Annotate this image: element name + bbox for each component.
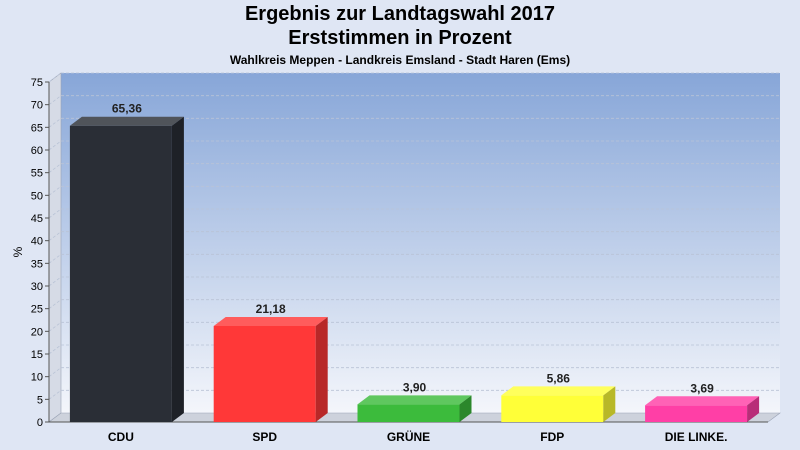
- value-label: 5,86: [547, 371, 571, 385]
- y-tick-label: 30: [31, 281, 43, 293]
- bar-cdu: [69, 116, 184, 423]
- x-tick-label: DIE LINKE.: [665, 430, 728, 444]
- gridline: [48, 163, 780, 173]
- y-tick-label: 10: [31, 372, 43, 384]
- gridline: [48, 253, 780, 264]
- value-label: 65,36: [112, 102, 142, 116]
- gridline: [48, 231, 780, 241]
- gridline: [48, 321, 780, 332]
- y-tick-label: 5: [37, 394, 43, 406]
- bar-top: [501, 386, 616, 396]
- gridline: [48, 185, 780, 196]
- bar-gr-ne: [357, 395, 472, 422]
- y-tick-label: 45: [31, 213, 43, 225]
- x-tick-label: FDP: [540, 430, 564, 444]
- bar-spd: [213, 316, 328, 422]
- bar-front: [213, 325, 316, 422]
- gridline: [48, 95, 780, 105]
- gridline: [48, 344, 780, 355]
- y-tick-label: 25: [31, 304, 43, 316]
- bar-front: [69, 125, 172, 423]
- y-tick-label: 70: [31, 100, 43, 112]
- gridline: [48, 367, 780, 377]
- gridline: [48, 140, 780, 151]
- bar-front: [501, 395, 604, 422]
- bar-side: [603, 386, 616, 422]
- y-tick-label: 40: [31, 236, 43, 248]
- y-tick-label: 55: [31, 168, 43, 180]
- y-tick-label: 50: [31, 190, 43, 202]
- value-label: 3,69: [690, 381, 714, 395]
- bar-side: [315, 316, 328, 422]
- bar-top: [357, 395, 472, 405]
- chart-title: Ergebnis zur Landtagswahl 2017: [244, 3, 556, 25]
- y-tick-label: 15: [31, 349, 43, 361]
- bar-top: [69, 116, 184, 126]
- y-axis-label: %: [11, 246, 25, 257]
- y-tick-label: 65: [31, 122, 43, 134]
- bar-top: [645, 396, 760, 406]
- bar-side: [171, 116, 184, 423]
- chart-caption: Wahlkreis Meppen - Landkreis Emsland - S…: [229, 53, 571, 67]
- bar-top: [213, 316, 328, 326]
- gridline: [48, 276, 780, 287]
- gridline: [48, 72, 780, 83]
- y-tick-label: 75: [31, 77, 43, 89]
- bar-side: [747, 396, 760, 422]
- chart-subtitle: Erststimmen in Prozent: [288, 27, 512, 49]
- gridline: [48, 299, 780, 309]
- plot-side-wall: [48, 72, 62, 423]
- bar-fdp: [501, 386, 616, 422]
- y-tick-label: 60: [31, 145, 43, 157]
- y-tick-label: 0: [37, 417, 43, 429]
- gridline: [48, 117, 780, 128]
- value-label: 3,90: [403, 380, 427, 394]
- x-tick-label: SPD: [252, 430, 277, 444]
- bar-side: [459, 395, 472, 422]
- gridline: [48, 208, 780, 219]
- x-tick-label: GRÜNE: [387, 429, 430, 444]
- x-tick-label: CDU: [108, 430, 134, 444]
- bar-front: [357, 404, 460, 422]
- y-tick-label: 20: [31, 326, 43, 338]
- bar-front: [645, 405, 748, 422]
- gridline: [48, 389, 780, 400]
- bar-die-linke: [645, 396, 760, 422]
- value-label: 21,18: [256, 302, 286, 316]
- y-tick-label: 35: [31, 258, 43, 270]
